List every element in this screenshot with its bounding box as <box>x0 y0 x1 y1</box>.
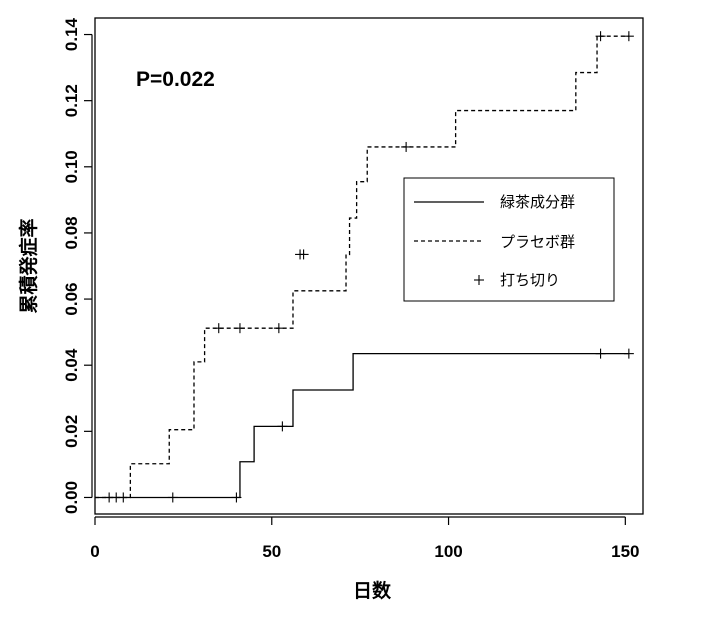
series-layer <box>95 31 634 503</box>
y-tick-label: 0.08 <box>62 216 81 249</box>
x-tick-label: 150 <box>611 542 639 561</box>
censor-marker <box>213 323 224 334</box>
plot-frame <box>94 17 644 515</box>
censor-marker <box>273 323 284 334</box>
censor-marker <box>595 348 606 359</box>
legend-label-placebo: プラセボ群 <box>500 233 575 251</box>
y-tick-label: 0.00 <box>62 481 81 514</box>
x-tick-label: 100 <box>434 542 462 561</box>
legend: 緑茶成分群 プラセボ群 打ち切り <box>403 177 615 302</box>
y-tick-label: 0.12 <box>62 84 81 117</box>
x-axis-title: 日数 <box>353 579 392 602</box>
x-axis: 0 50 100 150 <box>90 516 640 561</box>
legend-plus-marker <box>474 275 484 285</box>
censor-marker <box>623 31 634 42</box>
censor-marker <box>167 492 178 503</box>
x-tick-label: 0 <box>90 542 99 561</box>
y-tick-label: 0.06 <box>62 283 81 316</box>
censor-marker <box>623 348 634 359</box>
censor-marker <box>277 421 288 432</box>
legend-label-censored: 打ち切り <box>500 271 560 289</box>
placebo-step-line <box>95 35 629 499</box>
y-tick-label: 0.02 <box>62 415 81 448</box>
censor-marker <box>298 249 309 260</box>
y-tick-label: 0.10 <box>62 150 81 183</box>
censor-marker <box>234 323 245 334</box>
censor-marker <box>231 492 242 503</box>
y-axis: 0.00 0.02 0.04 0.06 0.08 0.10 0.12 0.14 <box>62 17 93 514</box>
y-axis-title: 累積発症率 <box>17 218 40 313</box>
legend-box <box>403 177 615 302</box>
y-tick-label: 0.14 <box>62 17 81 51</box>
x-tick-label: 50 <box>262 542 281 561</box>
censor-marker <box>595 31 606 42</box>
censor-marker <box>401 141 412 152</box>
legend-label-green-tea: 緑茶成分群 <box>500 193 575 211</box>
y-tick-label: 0.04 <box>62 348 81 382</box>
green-tea-step-line <box>95 352 629 499</box>
p-value-annotation: P=0.022 <box>136 68 215 91</box>
